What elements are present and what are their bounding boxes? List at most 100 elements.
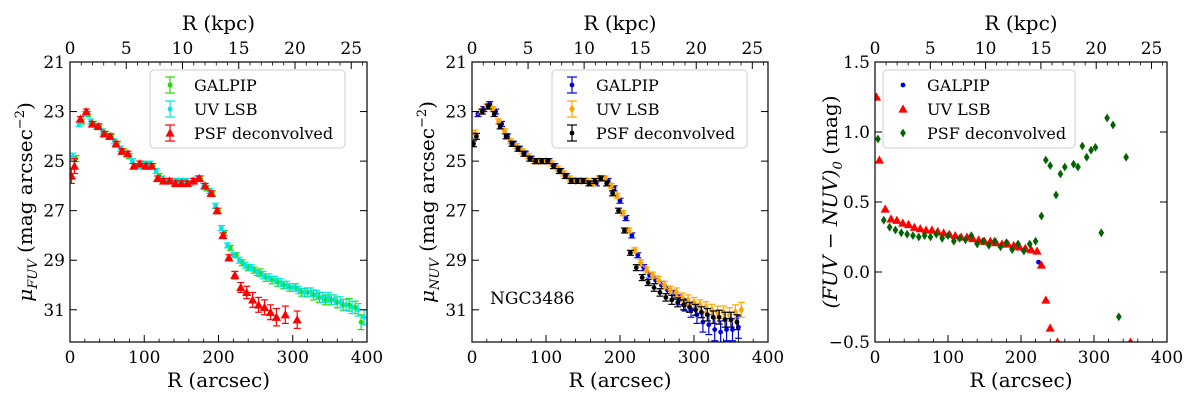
data-point bbox=[716, 314, 722, 320]
y-axis-title: (FUV − NUV)0 (mag) bbox=[818, 96, 846, 309]
data-point bbox=[358, 319, 364, 325]
data-point bbox=[898, 218, 908, 227]
data-point bbox=[1026, 239, 1033, 249]
data-point bbox=[158, 176, 169, 185]
legend: GALPIP UV LSB PSF deconvolved bbox=[149, 69, 346, 149]
y-title-main: μ bbox=[415, 290, 439, 303]
data-point bbox=[1092, 143, 1099, 152]
data-point bbox=[880, 204, 890, 213]
data-point bbox=[271, 312, 282, 321]
top-tick-label: 15 bbox=[629, 39, 651, 59]
data-point bbox=[712, 327, 718, 333]
y-title-sub: FUV bbox=[26, 258, 41, 290]
data-point bbox=[915, 224, 925, 233]
x-tick-label: 400 bbox=[351, 348, 383, 368]
data-point bbox=[349, 304, 355, 310]
data-point bbox=[265, 307, 276, 316]
y-tick-label: 31 bbox=[445, 301, 467, 321]
data-point bbox=[1061, 162, 1068, 172]
series-psf-deconvolved bbox=[472, 103, 741, 331]
data-point bbox=[325, 294, 331, 300]
legend-marker bbox=[569, 130, 575, 136]
data-point bbox=[320, 294, 325, 300]
data-point bbox=[99, 129, 109, 138]
data-point bbox=[627, 250, 633, 256]
data-point bbox=[280, 310, 290, 319]
data-point bbox=[633, 265, 639, 271]
top-tick-label: 25 bbox=[1141, 39, 1163, 59]
data-point bbox=[361, 314, 367, 320]
top-tick-label: 20 bbox=[284, 39, 306, 59]
data-point bbox=[489, 104, 496, 114]
data-point bbox=[598, 176, 604, 181]
data-point bbox=[699, 309, 704, 315]
data-point bbox=[182, 178, 192, 188]
y-tick-label: 1.0 bbox=[843, 123, 870, 143]
series-galpip bbox=[1036, 259, 1041, 265]
plot-area bbox=[472, 101, 745, 342]
y-tick-label: 29 bbox=[43, 251, 65, 271]
y-title-rest: (mag) bbox=[818, 96, 842, 162]
data-point bbox=[254, 270, 260, 276]
x-tick-label: 300 bbox=[277, 348, 309, 368]
galaxy-name-label: NGC3486 bbox=[490, 289, 575, 309]
y-title-sub: NUV bbox=[428, 257, 443, 291]
data-point bbox=[875, 92, 882, 101]
data-point bbox=[266, 275, 272, 280]
data-point bbox=[886, 214, 896, 223]
data-point bbox=[212, 206, 222, 215]
data-point bbox=[472, 141, 476, 147]
data-point bbox=[875, 134, 881, 144]
data-point bbox=[509, 141, 515, 147]
data-point bbox=[915, 232, 922, 242]
data-point bbox=[651, 285, 657, 290]
data-point bbox=[272, 277, 278, 283]
data-point bbox=[515, 146, 521, 152]
x-tick-label: 200 bbox=[1005, 348, 1037, 368]
data-point bbox=[933, 229, 940, 239]
x-tick-label: 0 bbox=[870, 348, 881, 368]
y-title-main: μ bbox=[13, 289, 37, 302]
top-axis-title: R (kpc) bbox=[182, 11, 255, 35]
data-point bbox=[1115, 312, 1122, 322]
data-point bbox=[355, 307, 361, 313]
data-point bbox=[1083, 152, 1090, 162]
y-tick-label: 0.5 bbox=[843, 193, 870, 213]
legend-label: GALPIP bbox=[927, 76, 990, 95]
y-tick-label: 31 bbox=[43, 301, 65, 321]
data-point bbox=[956, 234, 963, 243]
data-point bbox=[314, 292, 319, 298]
data-point bbox=[991, 236, 998, 246]
data-point bbox=[153, 173, 163, 183]
top-tick-label: 5 bbox=[925, 39, 936, 59]
data-point bbox=[997, 242, 1004, 252]
y-title-sup: −2 bbox=[415, 109, 430, 128]
data-point bbox=[722, 317, 728, 323]
data-point bbox=[284, 282, 290, 288]
data-point bbox=[170, 178, 181, 188]
data-point bbox=[687, 304, 692, 310]
data-point bbox=[685, 295, 691, 305]
y-tick-label: 21 bbox=[43, 53, 65, 73]
data-point bbox=[927, 232, 934, 242]
y-title-sub: 0 bbox=[831, 161, 846, 169]
legend-label: PSF deconvolved bbox=[194, 124, 333, 143]
data-point bbox=[921, 225, 931, 234]
data-point bbox=[580, 178, 586, 184]
data-point bbox=[622, 228, 627, 233]
data-point bbox=[70, 161, 80, 170]
data-point bbox=[1003, 238, 1010, 247]
data-point bbox=[105, 131, 115, 141]
data-point bbox=[898, 228, 905, 238]
data-point bbox=[728, 317, 734, 323]
data-point bbox=[260, 272, 266, 278]
data-point bbox=[667, 285, 674, 295]
data-point bbox=[1053, 190, 1059, 200]
x-tick-label: 100 bbox=[932, 348, 964, 368]
data-point bbox=[70, 153, 76, 159]
data-point bbox=[1021, 246, 1027, 256]
data-point bbox=[497, 124, 503, 129]
data-point bbox=[1041, 295, 1051, 304]
legend-box bbox=[882, 69, 1076, 149]
legend-label: PSF deconvolved bbox=[927, 124, 1066, 143]
